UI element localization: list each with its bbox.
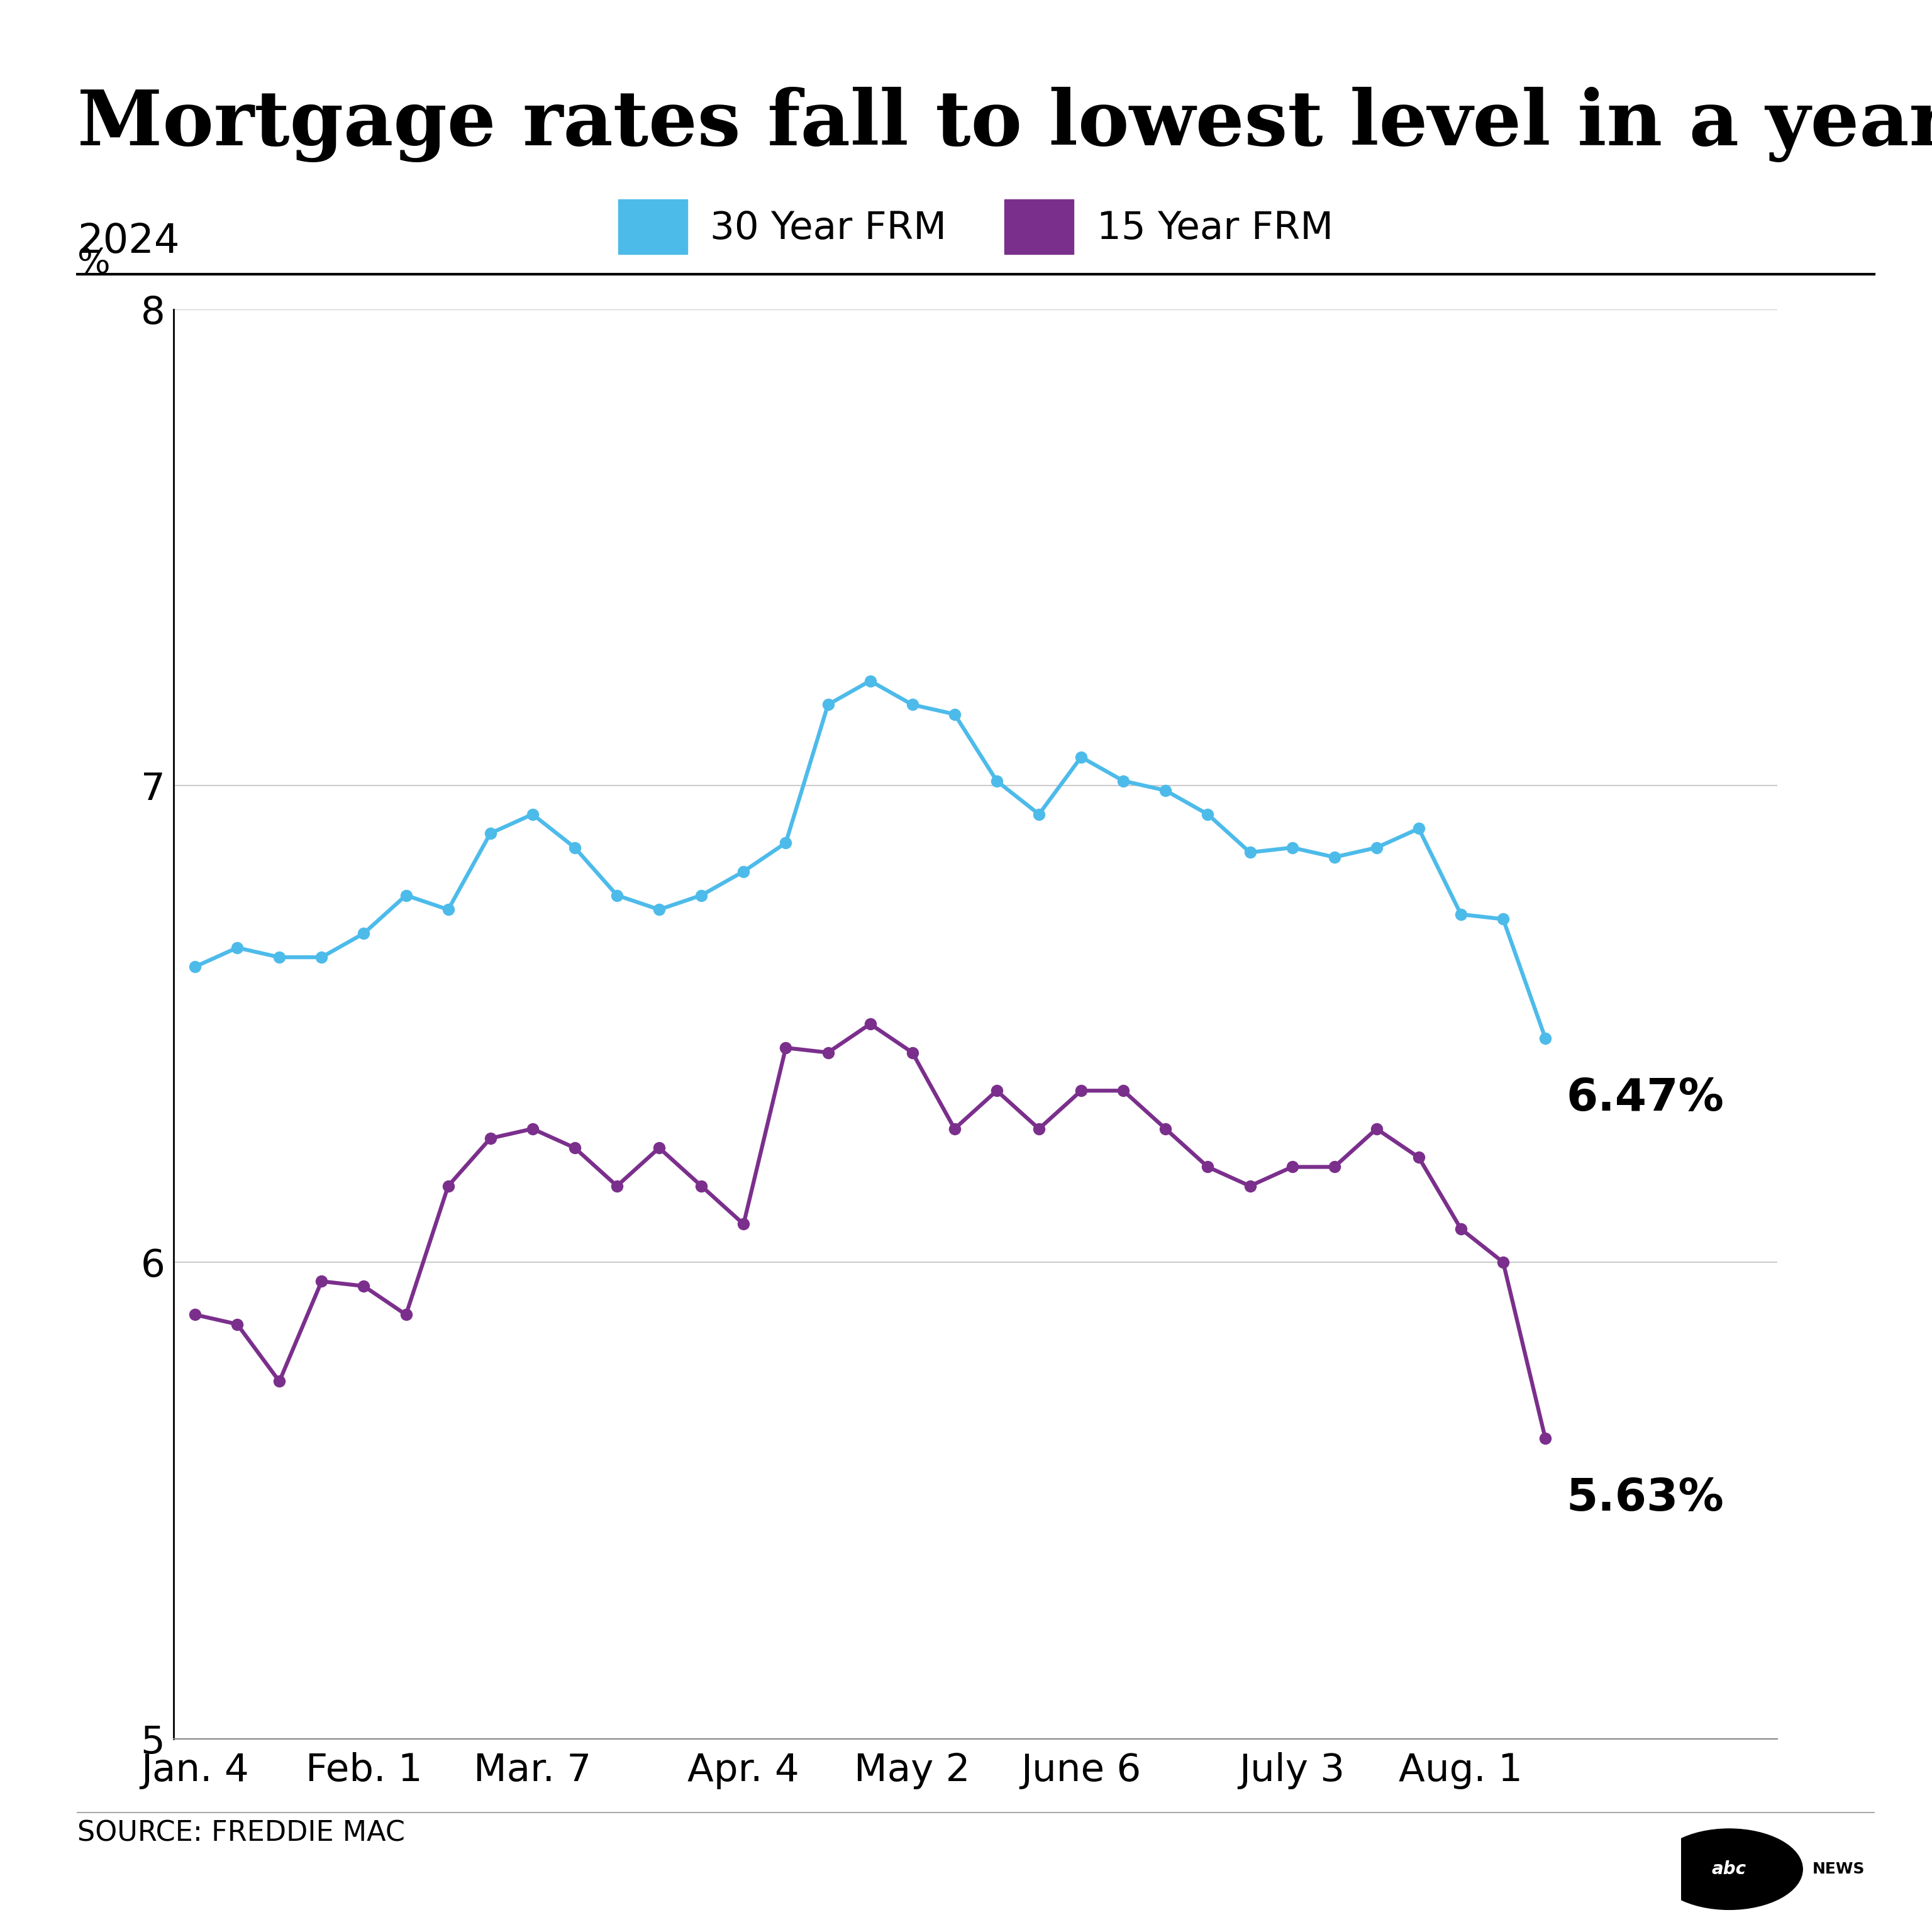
Text: Mortgage rates fall to lowest level in a year: Mortgage rates fall to lowest level in a… xyxy=(77,87,1932,162)
Point xyxy=(771,1032,802,1063)
Point xyxy=(728,1209,759,1240)
Point xyxy=(1235,1171,1265,1202)
Point xyxy=(518,1113,549,1144)
Point xyxy=(222,933,253,964)
Point xyxy=(390,1298,421,1329)
Point xyxy=(1024,798,1055,829)
Point xyxy=(305,941,336,972)
Point xyxy=(180,951,211,981)
Point xyxy=(1530,1424,1561,1455)
Point xyxy=(1277,1151,1308,1182)
Point xyxy=(1320,1151,1350,1182)
Point xyxy=(1320,842,1350,873)
Point xyxy=(813,1037,844,1068)
Point xyxy=(1024,1113,1055,1144)
Text: SOURCE: FREDDIE MAC: SOURCE: FREDDIE MAC xyxy=(77,1820,406,1847)
Point xyxy=(1150,1113,1180,1144)
Point xyxy=(348,1271,379,1302)
Point xyxy=(813,690,844,721)
Point xyxy=(518,798,549,829)
Point xyxy=(1445,898,1476,929)
Point xyxy=(265,941,296,972)
Point xyxy=(1066,1076,1097,1107)
Point xyxy=(180,1298,211,1329)
Point xyxy=(558,833,589,864)
Point xyxy=(1066,742,1097,773)
Point xyxy=(1488,1246,1519,1277)
Point xyxy=(1488,904,1519,935)
Point xyxy=(433,895,464,925)
Point xyxy=(433,1171,464,1202)
Point xyxy=(686,1171,717,1202)
Point xyxy=(981,765,1012,796)
Text: abc: abc xyxy=(1712,1861,1747,1878)
Point xyxy=(896,1037,927,1068)
Point xyxy=(305,1265,336,1296)
Circle shape xyxy=(1656,1830,1803,1909)
Point xyxy=(601,1171,632,1202)
Point xyxy=(348,918,379,949)
Point xyxy=(686,879,717,910)
Point xyxy=(643,895,674,925)
Point xyxy=(1277,833,1308,864)
Point xyxy=(728,856,759,887)
Point xyxy=(771,827,802,858)
Point xyxy=(981,1076,1012,1107)
Point xyxy=(1107,1076,1138,1107)
Point xyxy=(1445,1213,1476,1244)
Point xyxy=(939,699,970,730)
Text: 5.63%: 5.63% xyxy=(1567,1476,1723,1520)
Point xyxy=(1192,1151,1223,1182)
Point xyxy=(558,1132,589,1163)
Point xyxy=(475,817,506,848)
Point xyxy=(222,1308,253,1339)
Point xyxy=(1403,1142,1434,1173)
Point xyxy=(475,1122,506,1153)
Point xyxy=(1150,775,1180,806)
Point xyxy=(390,879,421,910)
Text: 2024: 2024 xyxy=(77,222,180,261)
Legend: 30 Year FRM, 15 Year FRM: 30 Year FRM, 15 Year FRM xyxy=(618,199,1333,253)
Point xyxy=(1235,837,1265,867)
Point xyxy=(265,1366,296,1397)
Text: NEWS: NEWS xyxy=(1812,1862,1864,1876)
Point xyxy=(1360,833,1391,864)
Point xyxy=(1403,813,1434,844)
Point xyxy=(643,1132,674,1163)
Point xyxy=(1107,765,1138,796)
Point xyxy=(1530,1022,1561,1053)
Point xyxy=(601,879,632,910)
Point xyxy=(939,1113,970,1144)
Point xyxy=(896,690,927,721)
Point xyxy=(1192,798,1223,829)
Text: %: % xyxy=(77,247,110,280)
Point xyxy=(1360,1113,1391,1144)
Text: 6.47%: 6.47% xyxy=(1567,1076,1723,1121)
Point xyxy=(854,1009,885,1039)
Point xyxy=(854,665,885,696)
